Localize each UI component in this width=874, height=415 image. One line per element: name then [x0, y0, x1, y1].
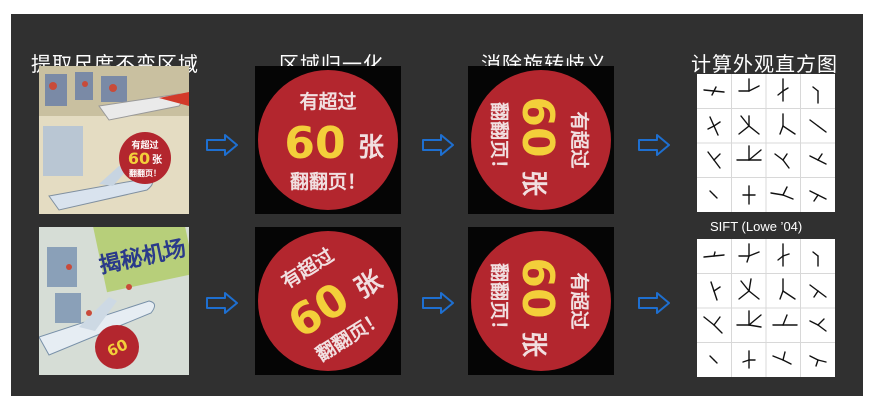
- sticker-number: 60: [512, 257, 563, 318]
- sticker-line3: 翻翻页！: [290, 170, 366, 193]
- sift-descriptor-grid-top: [697, 74, 835, 212]
- sticker-number: 60: [512, 96, 563, 157]
- sticker-line1: 有超过: [299, 90, 356, 113]
- right-arrow-icon: [206, 292, 238, 314]
- book-cover-image-bottom: 揭秘机场 60: [39, 227, 189, 375]
- sticker-small-line1-top: 有超过: [131, 139, 158, 151]
- diagram-panel: 提取尺度不变区域 区域归一化 消除旋转歧义 计算外观直方图 有超过 60 张 翻…: [11, 14, 863, 396]
- normalized-region-bottom: 有超过 60 张 翻翻页！: [255, 227, 401, 375]
- sticker-line1: 有超过: [568, 111, 591, 168]
- header-appearance-histogram: 计算外观直方图: [691, 52, 838, 76]
- sticker-line3: 翻翻页！: [488, 263, 511, 339]
- rotation-normalized-region-bottom: 有超过 60 张 翻翻页！: [468, 227, 614, 375]
- sticker-unit: 张: [518, 331, 548, 358]
- sticker-small-unit-top: 张: [152, 153, 163, 166]
- right-arrow-icon: [206, 134, 238, 156]
- book-cover-image-top: 有超过 60 张 翻翻页！: [39, 66, 189, 214]
- right-arrow-icon: [638, 292, 670, 314]
- sticker-number: 60: [284, 118, 345, 169]
- right-arrow-icon: [422, 292, 454, 314]
- rotation-normalized-region-top: 有超过 60 张 翻翻页！: [468, 66, 614, 214]
- normalized-region-top: 有超过 60 张 翻翻页！: [255, 66, 401, 214]
- right-arrow-icon: [638, 134, 670, 156]
- sticker-line3: 翻翻页！: [488, 102, 511, 178]
- sift-descriptor-grid-bottom: [697, 239, 835, 377]
- sticker-unit: 张: [358, 133, 385, 163]
- sticker-unit: 张: [518, 170, 548, 197]
- sift-caption: SIFT (Lowe ’04): [710, 219, 803, 234]
- sticker-line1: 有超过: [568, 272, 591, 329]
- right-arrow-icon: [422, 134, 454, 156]
- sticker-small-number-top: 60: [128, 149, 150, 168]
- sticker-small-line3-top: 翻翻页！: [129, 168, 161, 178]
